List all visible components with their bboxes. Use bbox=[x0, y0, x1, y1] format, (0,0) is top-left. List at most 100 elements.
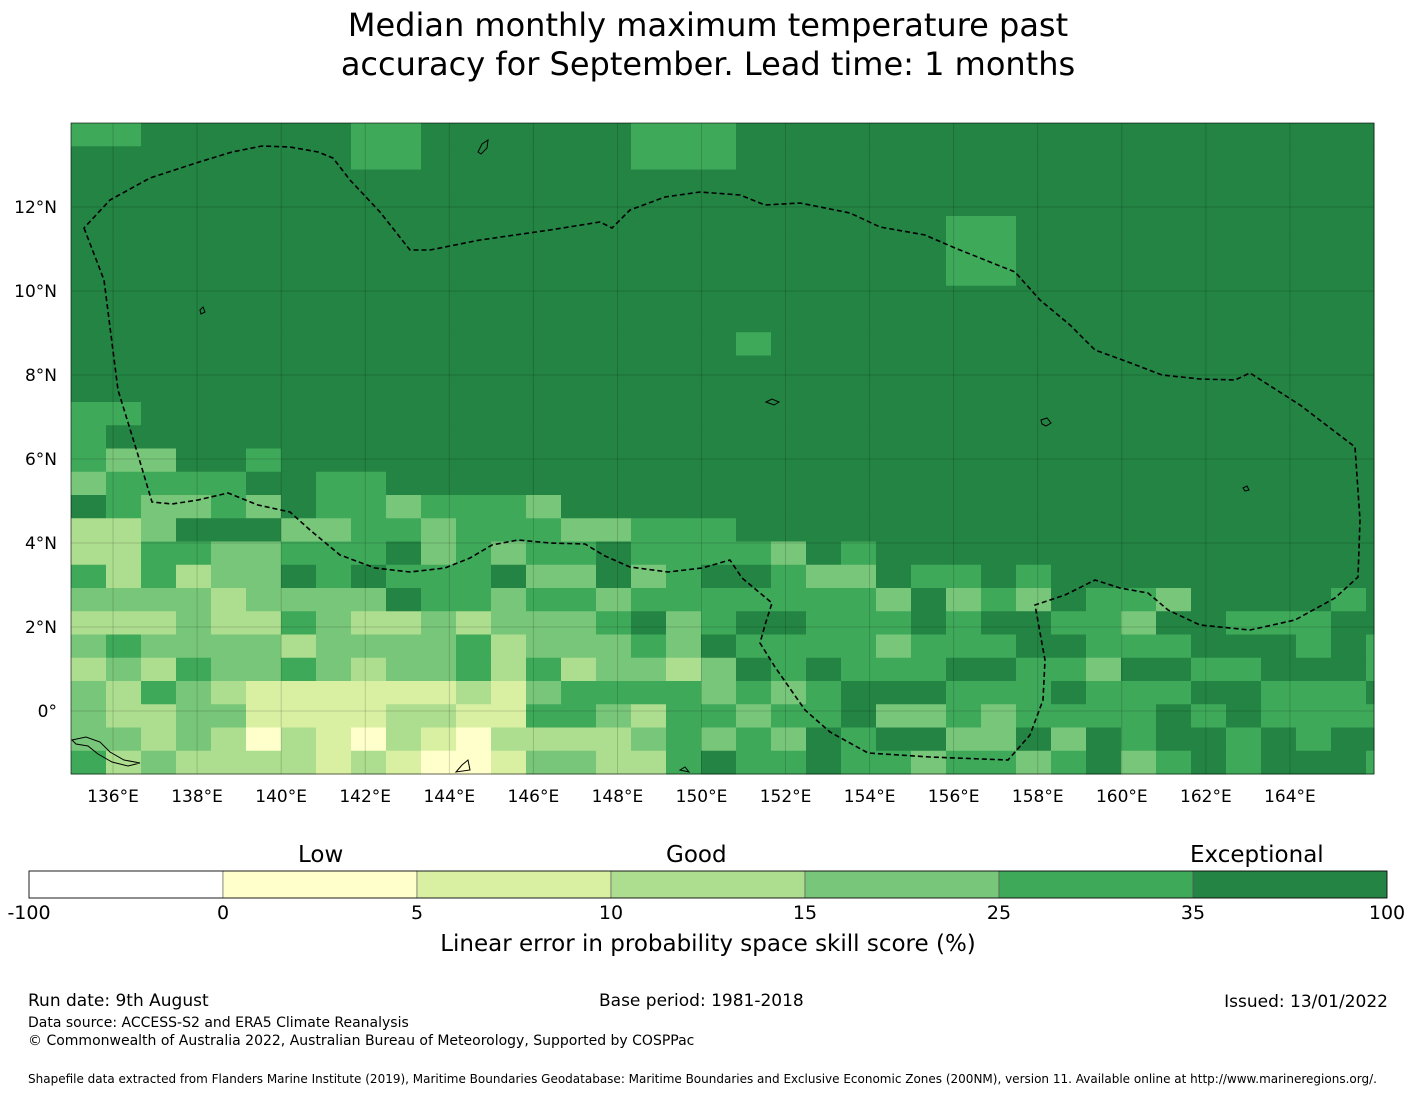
grid-cell bbox=[1366, 239, 1375, 263]
grid-cell bbox=[281, 285, 317, 310]
grid-cell bbox=[526, 378, 562, 403]
grid-cell bbox=[281, 332, 317, 356]
grid-cell bbox=[911, 471, 947, 496]
grid-cell bbox=[561, 332, 597, 356]
grid-cell bbox=[701, 262, 737, 287]
grid-cell bbox=[596, 355, 632, 380]
grid-cell bbox=[176, 239, 212, 263]
grid-cell bbox=[526, 611, 562, 635]
grid-cell bbox=[631, 262, 667, 287]
grid-cell bbox=[491, 564, 527, 589]
grid-cell bbox=[141, 146, 177, 170]
grid-cell bbox=[806, 518, 842, 542]
grid-cell bbox=[71, 448, 107, 473]
grid-cell bbox=[911, 518, 947, 542]
grid-cell bbox=[316, 657, 352, 682]
grid-cell bbox=[1261, 588, 1297, 612]
grid-cell bbox=[771, 727, 807, 752]
grid-cell bbox=[1331, 471, 1367, 496]
grid-cell bbox=[316, 192, 352, 217]
grid-cell bbox=[876, 564, 912, 589]
grid-cell bbox=[1086, 704, 1122, 728]
grid-cell bbox=[1331, 611, 1367, 635]
grid-cell bbox=[491, 192, 527, 217]
grid-cell bbox=[946, 704, 982, 728]
grid-cell bbox=[456, 750, 492, 775]
grid-cell bbox=[246, 425, 282, 449]
grid-cell bbox=[1226, 402, 1262, 426]
grid-cell bbox=[316, 704, 352, 728]
eez-boundary bbox=[83, 145, 1361, 761]
grid-cell bbox=[981, 239, 1017, 263]
grid-cell bbox=[771, 146, 807, 170]
grid-cell bbox=[106, 262, 142, 287]
grid-cell bbox=[1121, 192, 1157, 217]
grid-cell bbox=[631, 611, 667, 635]
grid-cell bbox=[1331, 541, 1367, 566]
lat-tick-label: 0° bbox=[38, 702, 57, 722]
grid-cell bbox=[631, 495, 667, 519]
grid-cell bbox=[806, 285, 842, 310]
grid-cell bbox=[771, 216, 807, 240]
grid-cell bbox=[246, 355, 282, 380]
grid-cell bbox=[246, 216, 282, 240]
grid-cell bbox=[1296, 588, 1332, 612]
grid-cell bbox=[666, 285, 702, 310]
grid-cell bbox=[1261, 541, 1297, 566]
grid-cell bbox=[281, 727, 317, 752]
grid-cell bbox=[561, 169, 597, 194]
grid-cell bbox=[1156, 332, 1192, 356]
grid-cell bbox=[141, 588, 177, 612]
grid-cell bbox=[841, 657, 877, 682]
grid-cell bbox=[1016, 541, 1052, 566]
grid-cell bbox=[911, 378, 947, 403]
lon-tick-label: 146°E bbox=[508, 787, 560, 807]
grid-cell bbox=[71, 239, 107, 263]
grid-cell bbox=[246, 564, 282, 589]
grid-cell bbox=[666, 262, 702, 287]
grid-cell bbox=[246, 727, 282, 752]
grid-cell bbox=[701, 518, 737, 542]
grid-cell bbox=[1156, 425, 1192, 449]
grid-cell bbox=[1366, 634, 1375, 659]
grid-cell bbox=[1261, 495, 1297, 519]
grid-cell bbox=[561, 192, 597, 217]
grid-cell bbox=[246, 239, 282, 263]
grid-cell bbox=[211, 309, 247, 333]
grid-cell bbox=[1296, 657, 1332, 682]
grid-cell bbox=[946, 169, 982, 194]
grid-cell bbox=[421, 448, 457, 473]
grid-cell bbox=[561, 518, 597, 542]
grid-cell bbox=[981, 681, 1017, 705]
grid-cell bbox=[876, 750, 912, 775]
grid-cell bbox=[946, 262, 982, 287]
grid-cell bbox=[666, 727, 702, 752]
grid-cell bbox=[1156, 378, 1192, 403]
colorbar-tick: 35 bbox=[1180, 902, 1206, 924]
grid-cell bbox=[1051, 681, 1087, 705]
grid-cell bbox=[71, 495, 107, 519]
grid-cell bbox=[911, 309, 947, 333]
grid-cell bbox=[1366, 588, 1375, 612]
grid-cell bbox=[736, 146, 772, 170]
grid-cell bbox=[736, 402, 772, 426]
grid-cell bbox=[281, 588, 317, 612]
grid-cell bbox=[491, 146, 527, 170]
grid-cell bbox=[141, 123, 177, 147]
grid-cell bbox=[176, 425, 212, 449]
grid-cell bbox=[596, 285, 632, 310]
grid-cell bbox=[1016, 681, 1052, 705]
grid-cell bbox=[176, 216, 212, 240]
base-period: Base period: 1981-2018 bbox=[599, 991, 804, 1011]
grid-cell bbox=[316, 123, 352, 147]
grid-cell bbox=[1051, 192, 1087, 217]
grid-cell bbox=[491, 216, 527, 240]
grid-cell bbox=[666, 425, 702, 449]
grid-cell bbox=[1121, 471, 1157, 496]
grid-cell bbox=[806, 402, 842, 426]
grid-cell bbox=[316, 727, 352, 752]
grid-cell bbox=[771, 285, 807, 310]
grid-cell bbox=[701, 611, 737, 635]
grid-cell bbox=[1226, 262, 1262, 287]
grid-cell bbox=[876, 425, 912, 449]
